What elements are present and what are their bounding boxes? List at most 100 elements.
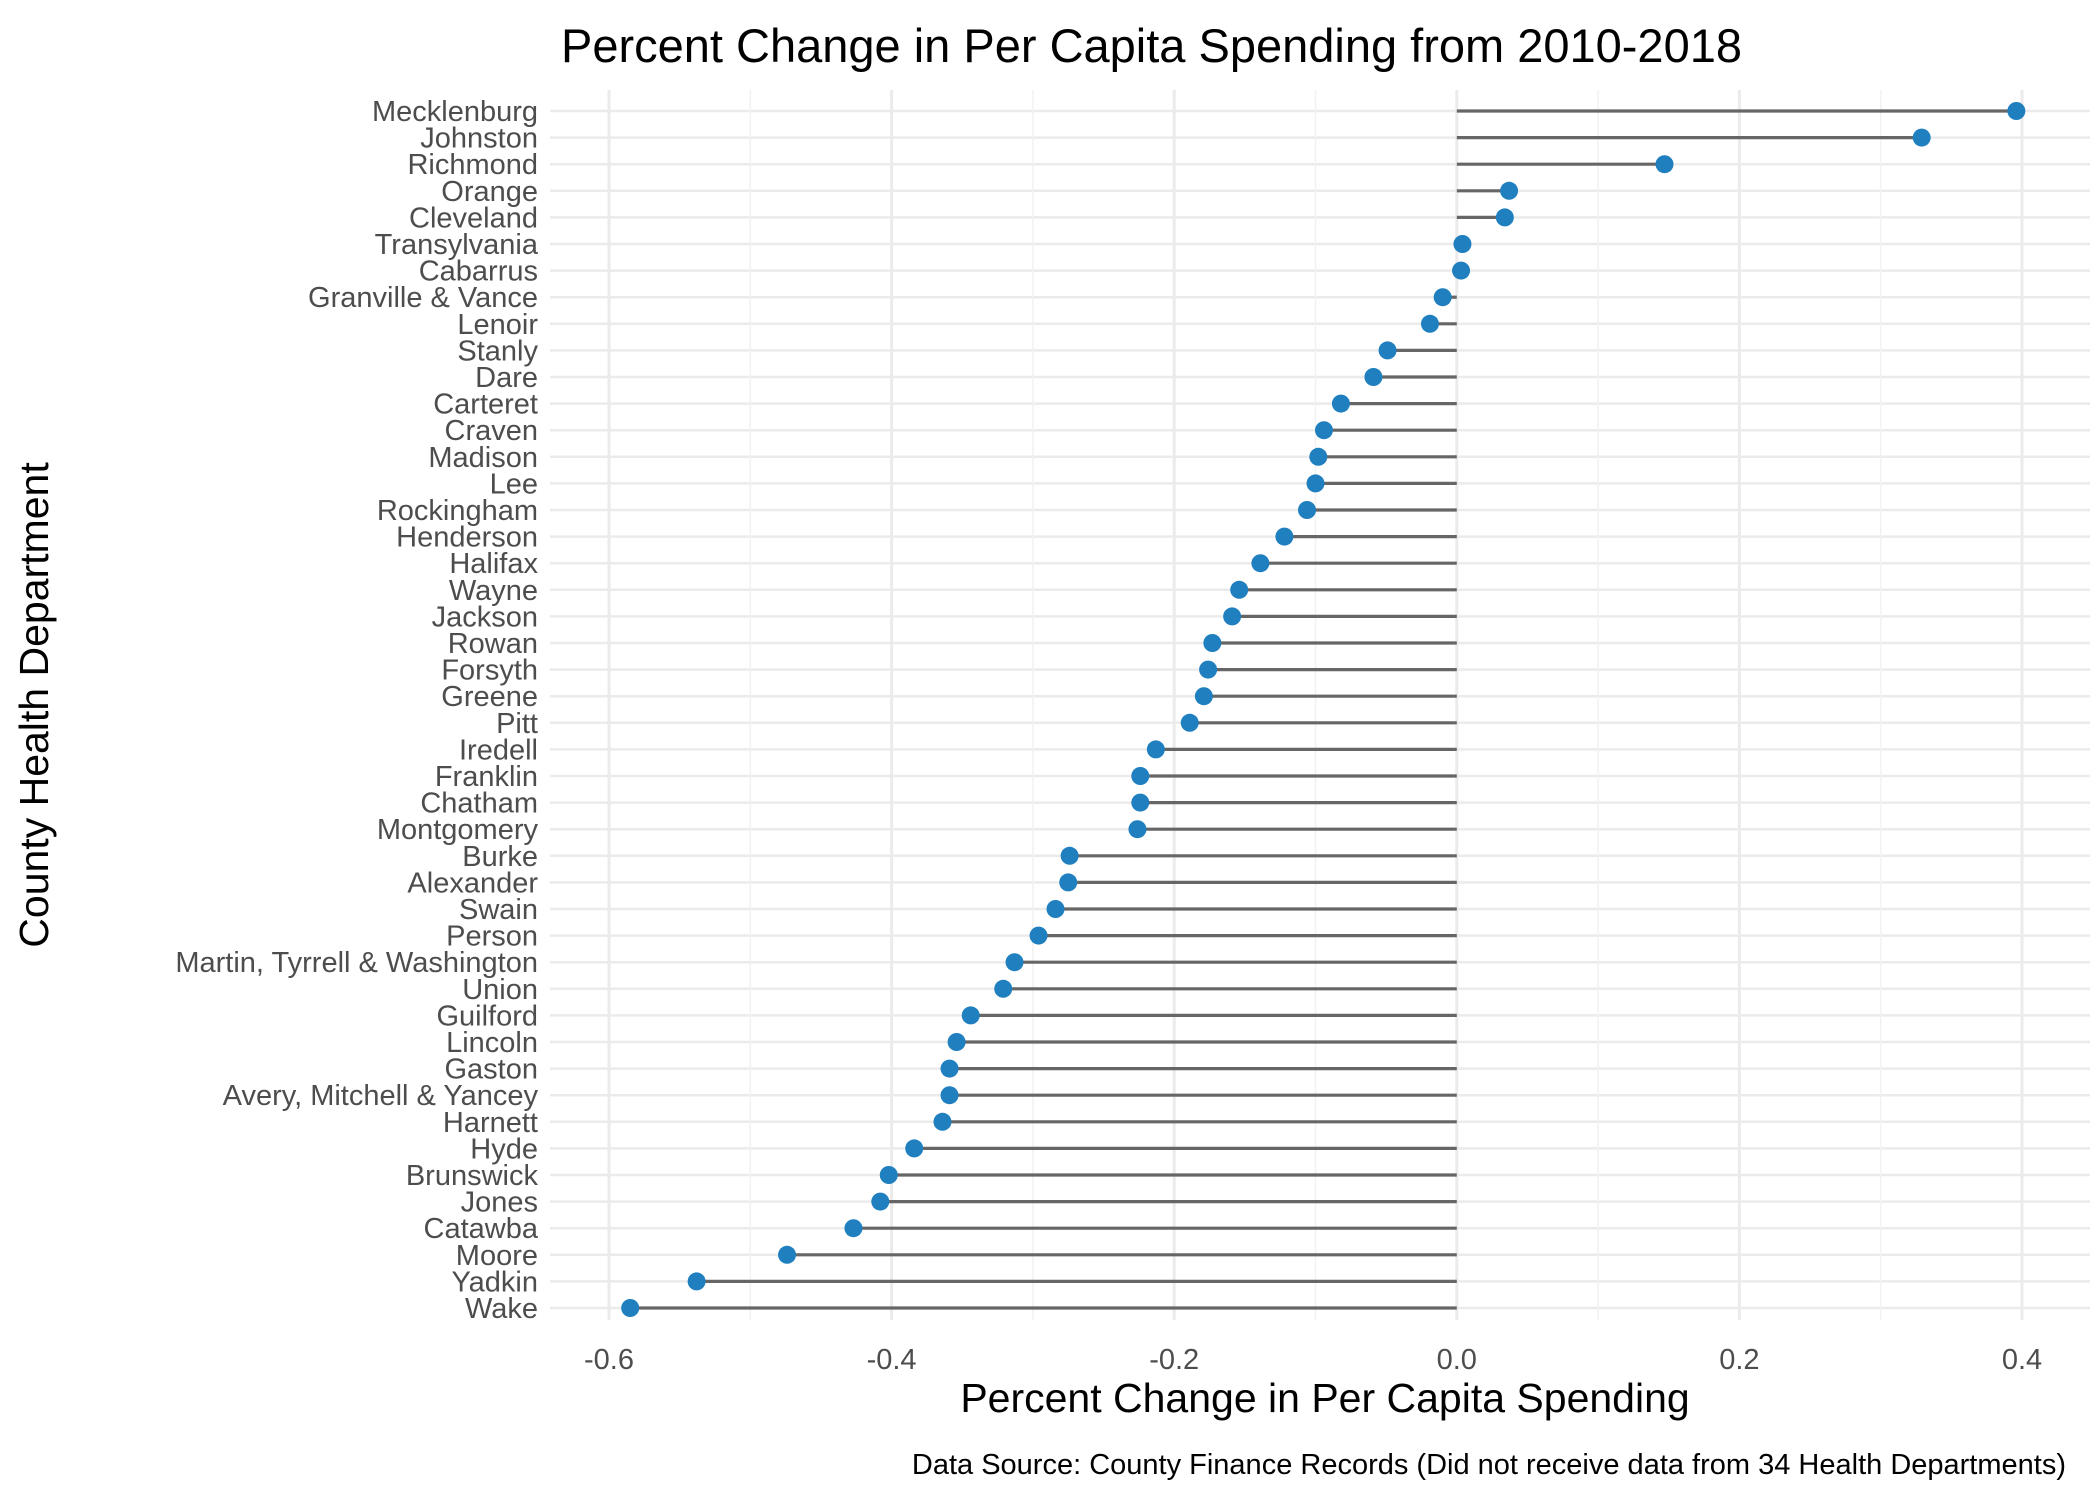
x-tick-label: -0.2	[1149, 1344, 1199, 1376]
y-tick-label: Dare	[475, 362, 538, 394]
data-point	[1060, 846, 1079, 865]
data-point	[994, 979, 1013, 998]
data-point	[940, 1059, 959, 1078]
data-point	[1453, 235, 1472, 253]
y-tick-label: Cabarrus	[419, 256, 538, 288]
data-point	[905, 1139, 924, 1158]
y-tick-label: Moore	[456, 1240, 538, 1272]
data-point	[2007, 102, 2026, 120]
y-tick-label: Alexander	[407, 867, 538, 899]
y-tick-label: Iredell	[459, 734, 538, 766]
data-point	[1912, 128, 1931, 147]
data-point	[687, 1272, 706, 1291]
y-tick-label: Avery, Mitchell & Yancey	[223, 1080, 539, 1112]
data-point	[1309, 447, 1328, 466]
y-tick-label: Henderson	[396, 522, 538, 554]
data-point	[947, 1033, 966, 1051]
y-tick-label: Franklin	[435, 761, 538, 793]
y-tick-label: Brunswick	[406, 1160, 539, 1192]
data-point	[1005, 953, 1024, 972]
data-point	[933, 1112, 952, 1131]
segment-layer	[630, 109, 2017, 1310]
data-point	[1378, 341, 1397, 360]
y-tick-label: Mecklenburg	[372, 96, 538, 128]
data-point	[1364, 368, 1383, 386]
data-point	[1331, 394, 1350, 413]
y-tick-label: Martin, Tyrrell & Washington	[175, 947, 538, 979]
x-tick-labels: -0.6 -0.4 -0.2 0.0 0.2 0.4	[584, 1344, 2042, 1376]
y-tick-label: Person	[446, 921, 538, 953]
data-point	[1420, 314, 1439, 333]
y-tick-label: Hyde	[470, 1133, 538, 1165]
y-tick-label: Wake	[465, 1293, 538, 1325]
x-tick-label: 0.2	[1719, 1344, 1759, 1376]
y-tick-label: Swain	[459, 894, 538, 926]
y-tick-label: Yadkin	[451, 1266, 538, 1298]
data-point	[1314, 421, 1333, 440]
data-point	[1500, 181, 1519, 200]
data-point	[844, 1219, 863, 1238]
data-point	[1452, 261, 1471, 280]
y-tick-label: Wayne	[449, 575, 538, 607]
data-point	[940, 1086, 959, 1105]
y-tick-label: Montgomery	[377, 814, 539, 846]
y-axis-title: County Health Department	[11, 462, 57, 948]
x-tick-label: 0.0	[1437, 1344, 1477, 1376]
y-tick-label: Richmond	[407, 149, 538, 181]
y-tick-labels: MecklenburgJohnstonRichmondOrangeClevela…	[175, 96, 539, 1325]
y-tick-label: Stanly	[457, 335, 538, 367]
y-tick-label: Lincoln	[446, 1027, 538, 1059]
data-point	[1146, 740, 1165, 759]
data-point	[1275, 527, 1294, 546]
data-point	[1251, 554, 1270, 573]
y-tick-label: Chatham	[420, 788, 538, 820]
data-point	[1194, 687, 1213, 706]
data-point	[1059, 873, 1078, 892]
data-point	[778, 1245, 797, 1264]
data-point	[1223, 607, 1242, 626]
data-point	[1131, 793, 1150, 812]
chart-title: Percent Change in Per Capita Spending fr…	[561, 19, 1742, 72]
y-tick-label: Forsyth	[441, 655, 538, 687]
y-tick-label: Johnston	[420, 123, 538, 155]
y-tick-label: Cleveland	[409, 202, 538, 234]
y-tick-label: Harnett	[443, 1107, 538, 1139]
y-tick-label: Rockingham	[377, 495, 538, 527]
x-tick-label: 0.4	[2002, 1344, 2042, 1376]
y-tick-label: Pitt	[496, 708, 538, 740]
y-tick-label: Catawba	[424, 1213, 539, 1245]
data-point	[961, 1006, 980, 1025]
data-point	[1230, 580, 1249, 599]
y-tick-label: Rowan	[448, 628, 538, 660]
data-point	[1655, 155, 1674, 174]
y-tick-label: Madison	[428, 442, 538, 474]
y-tick-label: Craven	[445, 415, 539, 447]
data-point	[1046, 900, 1065, 918]
y-tick-label: Lee	[490, 468, 538, 500]
data-point	[1180, 713, 1199, 732]
y-tick-label: Orange	[441, 176, 538, 208]
y-tick-label: Guilford	[436, 1000, 538, 1032]
y-tick-label: Burke	[462, 841, 538, 873]
x-tick-label: -0.6	[584, 1344, 634, 1376]
data-point	[1029, 926, 1048, 945]
y-tick-label: Gaston	[445, 1054, 539, 1086]
y-tick-label: Greene	[441, 681, 538, 713]
grid-layer	[550, 90, 2090, 1320]
y-tick-label: Granville & Vance	[308, 282, 538, 314]
data-point	[1306, 474, 1325, 493]
data-point	[1433, 288, 1452, 307]
data-point	[1203, 634, 1222, 652]
data-point	[1131, 767, 1150, 785]
y-tick-label: Carteret	[433, 389, 538, 421]
y-tick-label: Union	[462, 974, 538, 1006]
point-layer	[621, 102, 2026, 1317]
data-point	[1199, 660, 1218, 679]
data-point	[1495, 208, 1514, 227]
y-tick-label: Lenoir	[457, 309, 538, 341]
data-point	[1298, 501, 1317, 519]
chart-caption: Data Source: County Finance Records (Did…	[912, 1449, 2066, 1481]
x-axis-title: Percent Change in Per Capita Spending	[960, 1375, 1689, 1421]
